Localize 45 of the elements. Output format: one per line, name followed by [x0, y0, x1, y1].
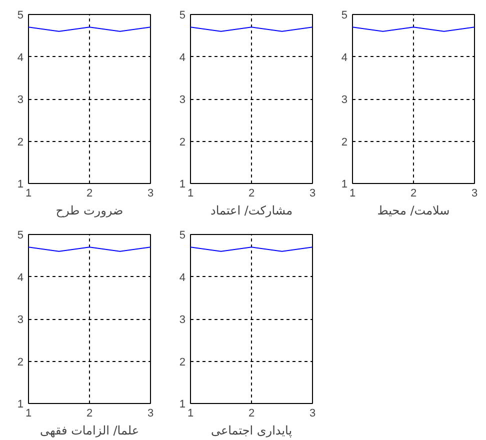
y-tick-label: 5 [17, 230, 24, 242]
y-tick-label: 1 [17, 178, 24, 190]
y-tick-label: 2 [17, 356, 24, 368]
y-tick-label: 2 [179, 136, 186, 148]
y-tick-label: 2 [179, 356, 186, 368]
x-tick-label: 2 [410, 188, 417, 200]
y-tick-label: 4 [179, 52, 186, 64]
y-tick-label: 1 [179, 178, 186, 190]
x-tick-label: 3 [147, 408, 154, 420]
y-tick-label: 1 [179, 398, 186, 410]
x-tick-label: 1 [187, 188, 194, 200]
x-tick-label: 1 [25, 188, 32, 200]
x-axis-title: مشارکت/ اعتماد [210, 204, 293, 218]
x-tick-label: 2 [86, 188, 93, 200]
y-tick-label: 2 [17, 136, 24, 148]
y-tick-label: 3 [17, 94, 24, 106]
y-tick-label: 3 [341, 94, 348, 106]
y-tick-label: 3 [179, 314, 186, 326]
x-axis-title: علما/ الزامات فقهی [40, 424, 140, 438]
y-tick-label: 1 [17, 398, 24, 410]
x-tick-label: 2 [86, 408, 93, 420]
x-tick-label: 1 [187, 408, 194, 420]
y-tick-label: 2 [341, 136, 348, 148]
x-axis-title: پایداری اجتماعی [210, 424, 292, 438]
x-tick-label: 1 [25, 408, 32, 420]
x-tick-label: 3 [471, 188, 478, 200]
y-tick-label: 4 [179, 272, 186, 284]
x-tick-label: 1 [349, 188, 356, 200]
y-tick-label: 4 [341, 52, 348, 64]
y-tick-label: 5 [17, 10, 24, 22]
y-tick-label: 1 [341, 178, 348, 190]
x-tick-label: 2 [248, 408, 255, 420]
x-axis-title: سلامت/ محیط [377, 204, 450, 218]
x-tick-label: 3 [147, 188, 154, 200]
x-tick-label: 3 [309, 408, 316, 420]
x-tick-label: 2 [248, 188, 255, 200]
y-tick-label: 5 [179, 230, 186, 242]
y-tick-label: 4 [17, 272, 24, 284]
x-tick-label: 3 [309, 188, 316, 200]
y-tick-label: 5 [341, 10, 348, 22]
x-axis-title: ضرورت طرح [56, 204, 124, 218]
y-tick-label: 3 [17, 314, 24, 326]
y-tick-label: 3 [179, 94, 186, 106]
y-tick-label: 4 [17, 52, 24, 64]
y-tick-label: 5 [179, 10, 186, 22]
